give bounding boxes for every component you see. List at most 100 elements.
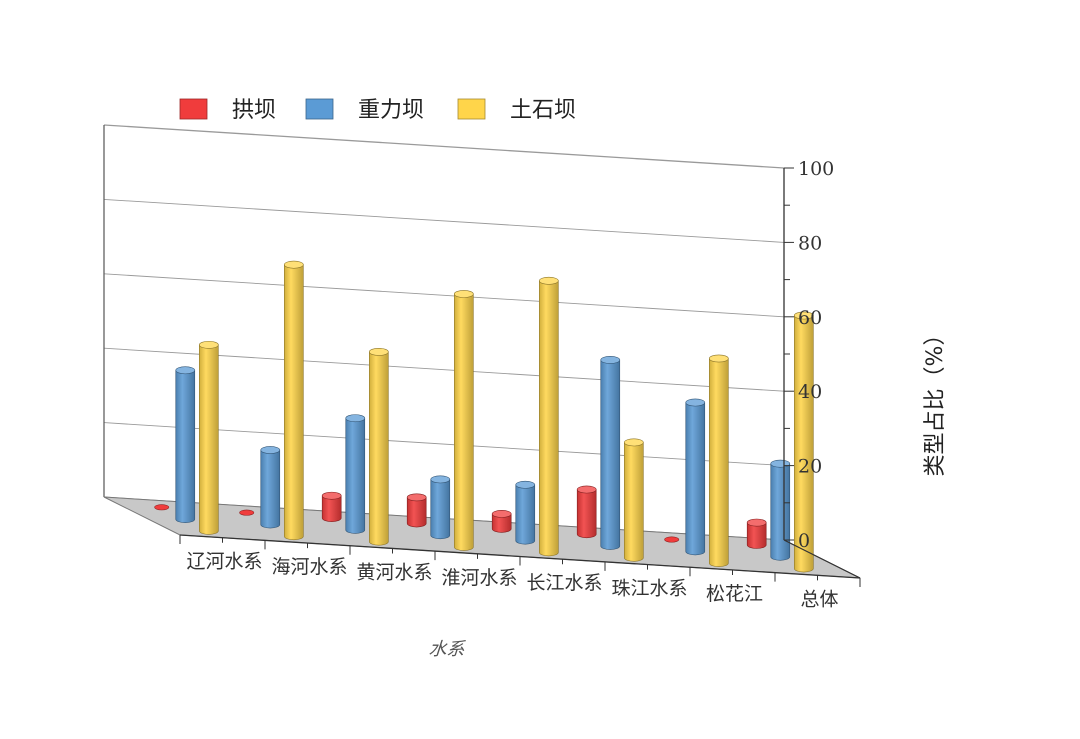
bar-body: [260, 449, 281, 529]
legend-swatch: [305, 98, 334, 120]
x-tick-label: 松花江: [706, 583, 763, 605]
bar-earth-rock-1: [284, 260, 304, 541]
bar-body: [709, 358, 729, 567]
bar-earth-rock-4: [539, 276, 559, 557]
bar-top: [624, 438, 644, 447]
y-tick-label: 80: [798, 232, 822, 254]
bar-gravity-5: [600, 356, 621, 550]
bar-body: [770, 463, 791, 561]
bar-arch-7: [746, 518, 767, 549]
bar-top: [321, 491, 342, 500]
y-tick-label: 100: [798, 158, 834, 180]
bar-body: [369, 351, 389, 546]
y-tick-label: 40: [798, 381, 822, 403]
y-axis-title: 类型占比（%）: [923, 324, 948, 477]
bar-arch-4: [491, 510, 512, 533]
bar-body: [175, 369, 196, 523]
legend-label: 重力坝: [358, 98, 424, 123]
bar-body: [345, 417, 366, 534]
bar-gravity-2: [345, 414, 366, 534]
bar-earth-rock-6: [709, 354, 729, 567]
bar-gravity-1: [260, 446, 281, 529]
x-axis: 辽河水系 海河水系 黄河水系 淮河水系 长江水系 珠江水系 松花江 总体: [179, 534, 861, 610]
bar-top: [369, 347, 389, 356]
bar-top: [515, 480, 536, 489]
x-axis-title: 水系: [427, 639, 470, 659]
bar-body: [454, 293, 474, 551]
bar-top: [260, 446, 281, 454]
grid-line: [103, 124, 785, 169]
x-tick-label: 海河水系: [271, 556, 347, 578]
bar-top: [685, 398, 706, 407]
bar-earth-rock-3: [454, 290, 474, 551]
bar-top: [406, 493, 427, 502]
bar-top: [175, 366, 196, 375]
bar-body: [576, 489, 597, 539]
bar-earth-rock-5: [624, 438, 644, 562]
x-tick-label: 珠江水系: [611, 578, 687, 600]
chart-legend: 拱坝 重力坝 土石坝: [179, 98, 576, 123]
bar-body: [199, 344, 219, 535]
bar-top: [794, 311, 814, 320]
bar-group: [154, 260, 814, 573]
bar-top: [345, 414, 366, 423]
bar-top: [539, 276, 559, 285]
bar-gravity-3: [430, 475, 451, 540]
bar-arch-0: [154, 504, 170, 511]
legend-swatch: [179, 98, 208, 120]
legend-swatch: [457, 98, 486, 120]
bar-body: [406, 497, 427, 528]
bar-arch-3: [406, 493, 427, 528]
y-tick-label: 60: [798, 307, 822, 329]
bar-top: [430, 475, 451, 484]
bar-body: [515, 484, 536, 545]
bar-gravity-0: [175, 366, 196, 523]
bar-body: [624, 442, 644, 562]
bar-arch-6: [664, 536, 680, 543]
bar-arch-5: [576, 485, 597, 539]
bar-body: [284, 264, 304, 541]
bar-zero-disc: [154, 504, 170, 511]
bar-earth-rock-7: [794, 311, 814, 573]
bar-earth-rock-2: [369, 347, 389, 546]
bar-gravity-7: [770, 459, 791, 561]
bar-body: [600, 359, 621, 550]
bar-body: [539, 280, 559, 557]
bar-earth-rock-0: [199, 340, 219, 535]
bar-top: [770, 459, 791, 468]
bar-top: [746, 518, 767, 527]
bar-gravity-4: [515, 480, 536, 545]
bar-zero-disc: [664, 536, 680, 543]
floor-right-edge: [783, 539, 861, 579]
bar-arch-1: [239, 509, 255, 516]
bar-body: [491, 513, 512, 533]
bar-top: [709, 354, 729, 363]
y-tick-label: 20: [798, 456, 822, 478]
legend-label: 拱坝: [232, 98, 276, 123]
grid-line: [103, 273, 785, 318]
grid-line: [103, 198, 785, 243]
legend-item-arch: 拱坝: [179, 98, 276, 123]
x-tick-label: 长江水系: [526, 572, 602, 594]
bar-top: [600, 356, 621, 364]
bar-body: [746, 522, 767, 549]
bar-zero-disc: [239, 509, 255, 516]
bar-body: [321, 495, 342, 522]
bar-top: [576, 485, 597, 494]
bar-body: [794, 315, 814, 573]
legend-item-earth-rock: 土石坝: [457, 98, 576, 123]
bar-top: [491, 510, 512, 518]
y-tick-label: 0: [798, 530, 810, 552]
bar-top: [199, 340, 219, 349]
bar-body: [685, 402, 706, 556]
legend-label: 土石坝: [510, 98, 576, 123]
y-axis: 0 20 40 60 80 100: [783, 158, 834, 552]
x-tick-label: 辽河水系: [186, 551, 262, 573]
bar-top: [284, 260, 304, 269]
x-tick-label: 淮河水系: [441, 567, 517, 589]
bar-top: [454, 290, 474, 298]
x-tick-label: 黄河水系: [356, 561, 432, 583]
bar-arch-2: [321, 491, 342, 522]
x-tick-label: 总体: [800, 588, 838, 610]
